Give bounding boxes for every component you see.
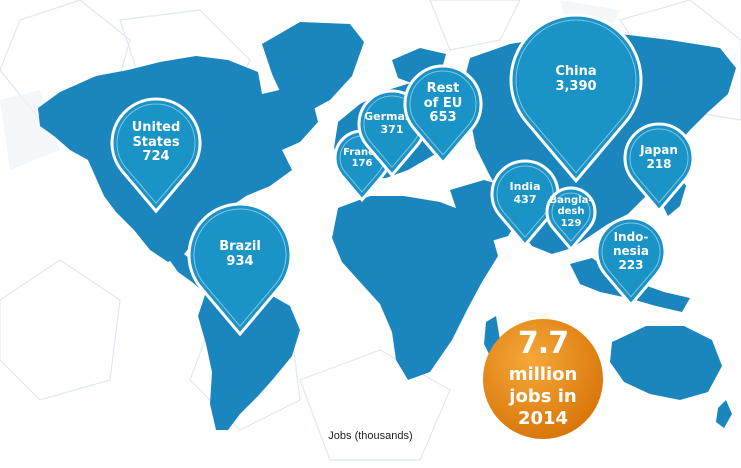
- pin-value: 724: [142, 149, 170, 165]
- pin-label: China 3,390: [507, 64, 645, 95]
- pin-value: 176: [351, 158, 373, 169]
- pin-label: Bangla-desh 129: [543, 195, 599, 230]
- pin-name-line: India: [509, 180, 541, 194]
- pin-value: 129: [560, 217, 582, 229]
- total-badge-circle: [483, 319, 603, 439]
- pin-name-line: Bangla-: [549, 194, 593, 206]
- pin-value: 934: [226, 253, 254, 269]
- pin-name-line: Brazil: [219, 239, 261, 255]
- south-america-landmass: [198, 284, 300, 430]
- marker-united-states[interactable]: United States 724: [108, 95, 204, 215]
- pin-label: Japan 218: [621, 143, 697, 172]
- pin-name-line: China: [555, 64, 597, 80]
- greenland-landmass: [262, 22, 364, 114]
- pin-shape: [595, 216, 667, 308]
- pin-label: India 437: [488, 181, 562, 206]
- marker-rest-of-eu[interactable]: Rest of EU 653: [401, 62, 485, 167]
- pin-name-line: United: [131, 119, 181, 135]
- marker-brazil[interactable]: Brazil 934: [185, 200, 295, 338]
- pin-shape: [187, 202, 293, 337]
- pin-name-line: of EU: [423, 95, 463, 111]
- marker-japan[interactable]: Japan 218: [621, 120, 697, 215]
- pin-name-line: nesia: [612, 244, 650, 259]
- pin-value: 653: [429, 110, 457, 126]
- map-caption: Jobs (thousands): [328, 430, 413, 442]
- total-line-3: 2014: [517, 408, 569, 429]
- pin-shape: [623, 122, 695, 214]
- pin-shape: [545, 186, 597, 252]
- pin-label: United States 724: [108, 119, 204, 166]
- africa-landmass: [332, 196, 498, 380]
- australia-landmass: [610, 326, 722, 400]
- pin-name-line: Indo-: [613, 230, 649, 245]
- pin-shape: [509, 13, 643, 184]
- marker-bangladesh[interactable]: Bangla-desh 129: [543, 184, 599, 253]
- pin-name-line: Rest: [426, 80, 460, 96]
- marker-indonesia[interactable]: Indo-nesia 223: [593, 214, 669, 309]
- marker-china[interactable]: China 3,390: [507, 11, 645, 185]
- total-line-2: jobs in: [509, 386, 577, 407]
- total-line-1: million: [508, 364, 578, 385]
- pin-value: 218: [646, 156, 672, 171]
- total-value: 7.7: [517, 326, 569, 361]
- pin-value: 371: [380, 122, 404, 136]
- pin-name-line: France: [343, 146, 381, 158]
- pin-shape: [403, 64, 483, 166]
- pin-label: Indo-nesia 223: [593, 230, 669, 272]
- pin-value: 3,390: [555, 78, 597, 94]
- pin-value: 437: [513, 192, 537, 206]
- pin-name-line: Japan: [640, 143, 678, 158]
- pin-shape: [110, 97, 202, 214]
- pin-label: Rest of EU 653: [401, 80, 485, 127]
- new-zealand-landmass: [716, 400, 732, 428]
- pin-value: 223: [618, 257, 644, 272]
- total-jobs-badge: 7.7 million jobs in 2014: [482, 318, 604, 440]
- pin-name-line: States: [132, 134, 180, 150]
- pin-name-line: desh: [557, 206, 585, 218]
- pin-label: Brazil 934: [185, 239, 295, 270]
- pin-label: France 176: [331, 147, 393, 170]
